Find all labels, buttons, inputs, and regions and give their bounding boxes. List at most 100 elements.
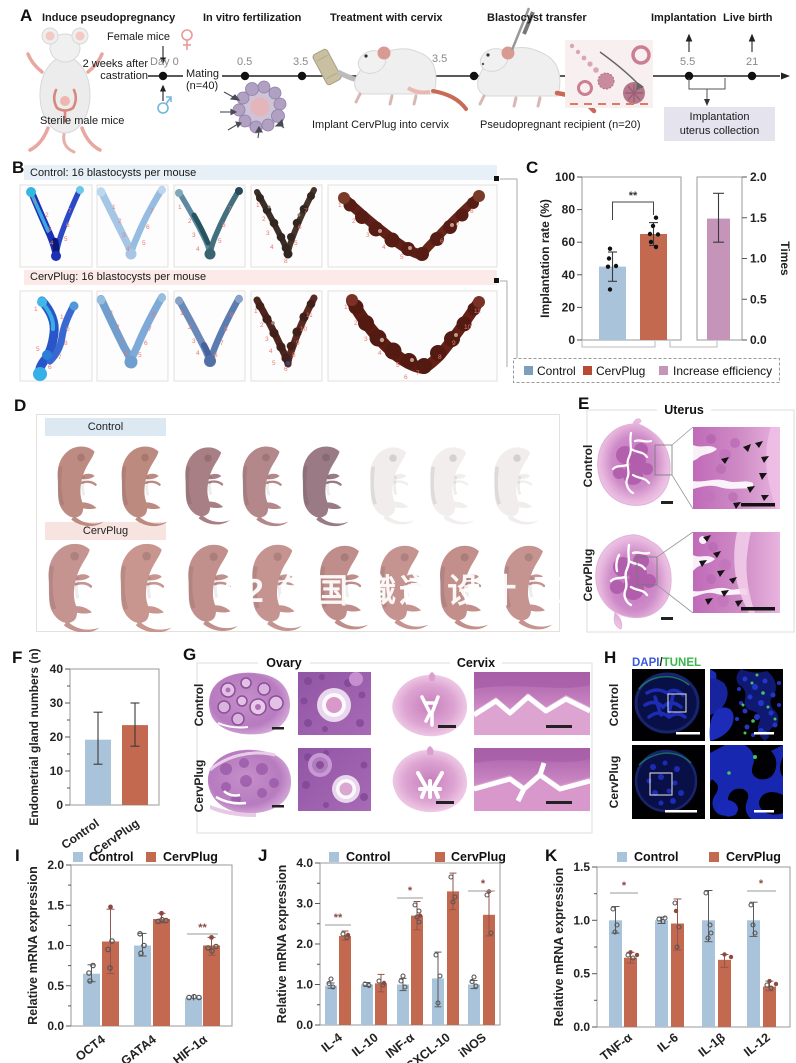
svg-text:5: 5 (138, 352, 142, 359)
svg-text:40: 40 (50, 662, 64, 676)
svg-text:3.0: 3.0 (296, 897, 313, 911)
svg-text:10: 10 (50, 764, 64, 778)
svg-text:6: 6 (48, 364, 52, 371)
svg-text:6: 6 (144, 340, 148, 347)
svg-text:Control: Control (581, 445, 595, 488)
svg-text:IL-6: IL-6 (655, 1030, 681, 1055)
svg-text:7: 7 (148, 326, 152, 333)
svg-text:**: ** (629, 190, 638, 202)
svg-text:4: 4 (196, 350, 200, 357)
svg-text:*: * (408, 885, 413, 897)
svg-text:IL-12: IL-12 (741, 1030, 773, 1059)
svg-text:*: * (622, 880, 627, 892)
svg-text:1: 1 (256, 202, 260, 209)
svg-text:3: 3 (265, 336, 269, 343)
svg-text:0.5: 0.5 (573, 967, 590, 981)
svg-text:Implantation rate (%): Implantation rate (%) (538, 199, 552, 318)
svg-text:0.5: 0.5 (47, 979, 64, 993)
svg-text:1.0: 1.0 (47, 939, 64, 953)
svg-text:3: 3 (122, 232, 126, 239)
svg-text:Control: Control (346, 850, 390, 864)
svg-text:4: 4 (196, 246, 200, 253)
svg-text:1.0: 1.0 (573, 913, 590, 927)
svg-text:9: 9 (230, 312, 234, 319)
svg-text:IL-1β: IL-1β (696, 1030, 728, 1060)
svg-text:Ovary: Ovary (266, 656, 301, 670)
svg-text:**: ** (198, 922, 207, 934)
svg-text:7: 7 (228, 206, 232, 213)
svg-text:4: 4 (269, 348, 273, 355)
svg-text:5: 5 (64, 236, 68, 243)
svg-text:9: 9 (296, 340, 300, 347)
svg-text:1: 1 (34, 306, 38, 313)
svg-text:4: 4 (382, 244, 386, 251)
svg-text:1: 1 (112, 204, 116, 211)
svg-text:1: 1 (33, 198, 37, 205)
svg-text:6: 6 (214, 352, 218, 359)
svg-text:0.0: 0.0 (47, 1019, 64, 1033)
svg-text:HIF-1α: HIF-1α (171, 1032, 211, 1063)
svg-text:DAPI/TUNEL: DAPI/TUNEL (632, 657, 701, 669)
svg-text:80: 80 (562, 203, 576, 217)
svg-text:OCT4: OCT4 (73, 1032, 108, 1063)
svg-text:7: 7 (150, 208, 154, 215)
svg-text:2.0: 2.0 (750, 170, 767, 184)
svg-text:2: 2 (354, 320, 358, 327)
svg-text:1.5: 1.5 (573, 860, 590, 874)
svg-text:4: 4 (50, 240, 54, 247)
svg-text:IL-4: IL-4 (319, 1030, 345, 1055)
svg-text:4: 4 (378, 350, 382, 357)
svg-text:1: 1 (180, 310, 184, 317)
svg-text:4: 4 (270, 244, 274, 251)
svg-text:1: 1 (344, 304, 348, 311)
svg-text:8: 8 (64, 340, 68, 347)
svg-text:8: 8 (470, 208, 474, 215)
svg-text:3: 3 (364, 336, 368, 343)
svg-text:8: 8 (292, 352, 296, 359)
svg-text:4: 4 (126, 246, 130, 253)
svg-text:2: 2 (260, 322, 264, 329)
svg-text:0.5: 0.5 (750, 292, 767, 306)
svg-text:Control: Control (634, 850, 678, 864)
svg-text:0.0: 0.0 (296, 1018, 313, 1032)
svg-text:5: 5 (142, 240, 146, 247)
svg-text:2: 2 (118, 218, 122, 225)
svg-text:2: 2 (188, 218, 192, 225)
svg-text:Uterus: Uterus (664, 403, 704, 417)
svg-text:8: 8 (438, 354, 442, 361)
svg-text:3: 3 (192, 232, 196, 239)
svg-text:*: * (759, 878, 764, 890)
svg-text:4.0: 4.0 (296, 856, 313, 870)
svg-text:11: 11 (474, 308, 481, 315)
svg-text:6: 6 (404, 374, 408, 381)
svg-text:Control: Control (537, 364, 576, 378)
svg-text:1: 1 (60, 314, 64, 321)
svg-text:5: 5 (396, 362, 400, 369)
svg-text:2: 2 (352, 218, 356, 225)
svg-text:Endometrial gland numbers (n): Endometrial gland numbers (n) (27, 648, 41, 825)
svg-text:1: 1 (110, 310, 114, 317)
svg-text:Relative mRNA expression: Relative mRNA expression (275, 865, 289, 1024)
svg-text:3: 3 (266, 230, 270, 237)
svg-text:Control: Control (192, 684, 206, 727)
svg-text:2.0: 2.0 (47, 858, 64, 872)
svg-text:0: 0 (66, 326, 70, 333)
svg-text:2: 2 (116, 324, 120, 331)
svg-text:6: 6 (284, 366, 288, 373)
svg-text:Increase efficiency: Increase efficiency (673, 364, 772, 378)
svg-text:2.0: 2.0 (296, 937, 313, 951)
svg-text:1: 1 (178, 204, 182, 211)
svg-text:2: 2 (45, 212, 49, 219)
svg-text:60: 60 (562, 235, 576, 249)
svg-text:7: 7 (58, 354, 62, 361)
svg-text:0.0: 0.0 (573, 1020, 590, 1034)
svg-text:Control: Control (607, 684, 621, 727)
svg-text:3: 3 (48, 226, 52, 233)
svg-text:7: 7 (304, 208, 308, 215)
svg-text:100: 100 (555, 170, 575, 184)
svg-text:40: 40 (562, 268, 576, 282)
svg-text:3: 3 (120, 338, 124, 345)
svg-text:10: 10 (300, 326, 308, 333)
svg-text:1.5: 1.5 (750, 211, 767, 225)
svg-text:iNOS: iNOS (456, 1030, 489, 1060)
